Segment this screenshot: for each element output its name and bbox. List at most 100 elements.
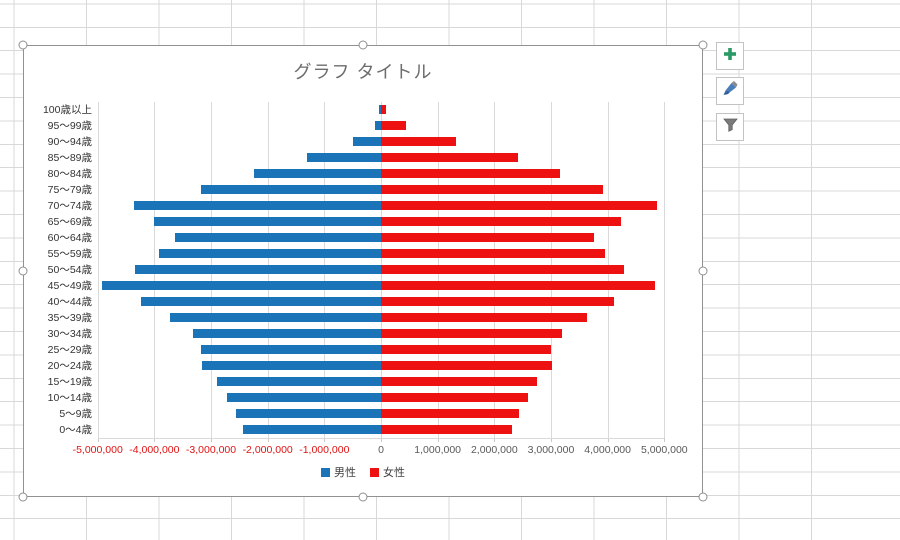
category-axis-label[interactable]: 75～79歳 — [47, 183, 92, 196]
male-bar[interactable] — [374, 121, 381, 131]
category-axis-label[interactable]: 95～99歳 — [47, 119, 92, 132]
category-axis-label[interactable]: 45～49歳 — [47, 279, 92, 292]
category-axis-label[interactable]: 40～44歳 — [47, 295, 92, 308]
chart-filters-button[interactable] — [716, 113, 744, 141]
chart-gridline — [97, 101, 99, 438]
x-axis-label[interactable]: 1,000,000 — [414, 444, 462, 456]
x-axis-label[interactable]: 5,000,000 — [640, 444, 688, 456]
plus-icon — [722, 46, 738, 67]
male-bar[interactable] — [217, 377, 381, 387]
chart-legend[interactable]: 男性 女性 — [24, 464, 702, 480]
male-bar[interactable] — [306, 153, 381, 163]
female-bar[interactable] — [381, 361, 552, 371]
female-bar[interactable] — [381, 297, 615, 307]
category-axis-label[interactable]: 35～39歳 — [47, 311, 92, 324]
female-bar[interactable] — [381, 105, 386, 114]
male-bar[interactable] — [159, 249, 381, 259]
female-bar[interactable] — [381, 329, 562, 339]
x-axis-label[interactable]: 3,000,000 — [527, 444, 575, 456]
female-bar[interactable] — [381, 281, 655, 291]
category-axis-label[interactable]: 5～9歳 — [59, 407, 92, 420]
female-bar[interactable] — [381, 249, 605, 259]
chart-area[interactable]: グラフ タイトル -5,000,000 -4,000,000 -3,000,000-… — [23, 45, 703, 497]
category-axis-label[interactable]: 25～29歳 — [47, 343, 92, 356]
male-bar[interactable] — [235, 409, 381, 419]
male-bar[interactable] — [253, 169, 381, 179]
female-bar[interactable] — [381, 233, 595, 243]
chart-title[interactable]: グラフ タイトル — [293, 62, 433, 82]
male-bar[interactable] — [102, 281, 381, 291]
female-bar[interactable] — [381, 313, 587, 323]
x-axis-label[interactable]: -2,000,000 — [242, 444, 293, 456]
x-axis-label[interactable]: -1,000,000 — [299, 444, 350, 456]
male-bar[interactable] — [134, 265, 381, 275]
male-bar[interactable] — [201, 345, 381, 355]
x-axis-label[interactable]: 2,000,000 — [470, 444, 518, 456]
x-axis-label[interactable]: 4,000,000 — [584, 444, 631, 456]
male-bar[interactable] — [174, 233, 381, 243]
legend-item[interactable]: 男性 — [321, 464, 356, 480]
axis-tick — [267, 438, 269, 442]
category-axis-label[interactable]: 80～84歳 — [47, 167, 92, 180]
axis-tick — [154, 438, 156, 442]
selection-handle-bottom-right[interactable] — [698, 492, 708, 502]
female-bar[interactable] — [381, 153, 519, 163]
category-axis-label[interactable]: 55～59歳 — [47, 247, 92, 260]
category-axis-label[interactable]: 10～14歳 — [47, 391, 92, 404]
male-bar[interactable] — [243, 425, 381, 435]
female-bar[interactable] — [381, 345, 551, 355]
female-bar[interactable] — [381, 169, 561, 179]
category-axis-label[interactable]: 100歳以上 — [42, 103, 92, 116]
female-bar[interactable] — [381, 137, 456, 147]
category-axis-label[interactable]: 0～4歳 — [59, 423, 92, 436]
male-bar[interactable] — [226, 393, 381, 403]
legend-item[interactable]: 女性 — [370, 464, 405, 480]
selection-handle-left-middle[interactable] — [18, 266, 28, 276]
female-bar[interactable] — [381, 265, 625, 275]
axis-tick — [324, 438, 326, 442]
selection-handle-right-middle[interactable] — [698, 266, 708, 276]
male-bar[interactable] — [378, 105, 381, 114]
male-bar[interactable] — [352, 137, 381, 147]
selection-handle-bottom-left[interactable] — [18, 492, 28, 502]
category-axis-label[interactable]: 30～34歳 — [47, 327, 92, 340]
female-bar[interactable] — [381, 393, 528, 403]
axis-tick — [381, 438, 382, 442]
x-axis-label[interactable]: -3,000,000 — [185, 444, 237, 456]
category-axis-label[interactable]: 15～19歳 — [47, 375, 92, 388]
category-axis-label[interactable]: 65～69歳 — [47, 215, 92, 228]
male-bar[interactable] — [201, 361, 381, 371]
category-axis-label[interactable]: 90～94歳 — [47, 135, 92, 148]
female-bar[interactable] — [381, 201, 657, 211]
axis-tick — [97, 438, 99, 442]
female-bar[interactable] — [381, 377, 537, 387]
axis-tick — [494, 438, 496, 442]
male-bar[interactable] — [154, 217, 381, 227]
male-bar[interactable] — [201, 185, 381, 195]
category-axis-label[interactable]: 70～74歳 — [47, 199, 92, 212]
male-bar[interactable] — [192, 329, 381, 339]
category-axis-label[interactable]: 20～24歳 — [47, 359, 92, 372]
x-axis-label[interactable]: -5,000,000 — [72, 444, 123, 456]
category-axis-label[interactable]: 60～64歳 — [47, 231, 92, 244]
x-axis-label[interactable]: -4,000,000 — [129, 444, 180, 456]
selection-handle-top-middle[interactable] — [358, 40, 368, 50]
category-axis-label[interactable]: 85～89歳 — [47, 151, 92, 164]
chart-styles-button[interactable] — [716, 77, 744, 105]
male-bar[interactable] — [133, 201, 381, 211]
brush-icon — [721, 80, 739, 103]
female-bar[interactable] — [381, 121, 406, 131]
selection-handle-bottom-middle[interactable] — [358, 492, 368, 502]
male-bar[interactable] — [169, 313, 381, 323]
female-bar[interactable] — [381, 185, 603, 195]
female-bar[interactable] — [381, 425, 512, 435]
plot-area[interactable]: -5,000,000 -4,000,000 -3,000,000 -2,000,000… — [24, 46, 702, 496]
category-axis-label[interactable]: 50～54歳 — [47, 263, 92, 276]
female-bar[interactable] — [381, 409, 519, 419]
female-bar[interactable] — [381, 217, 621, 227]
x-axis-label[interactable]: 0 — [378, 444, 384, 456]
selection-handle-top-left[interactable] — [18, 40, 28, 50]
chart-elements-button[interactable] — [716, 42, 744, 70]
male-bar[interactable] — [140, 297, 381, 307]
selection-handle-top-right[interactable] — [698, 40, 708, 50]
